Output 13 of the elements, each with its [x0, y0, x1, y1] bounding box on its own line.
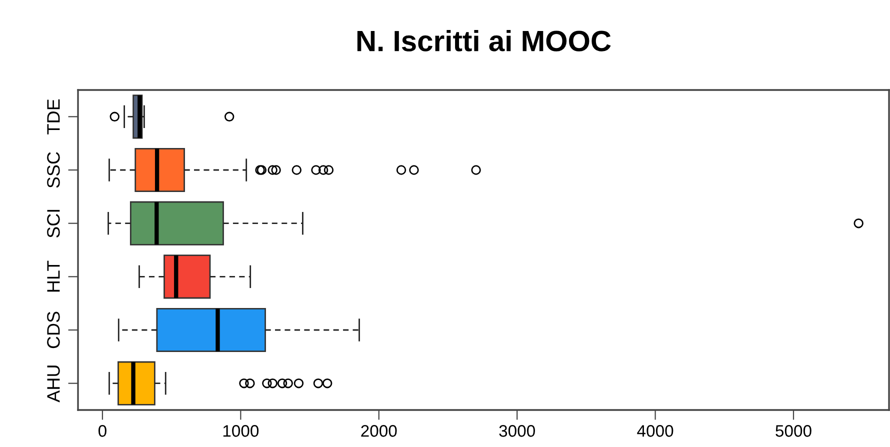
- x-tick-label: 3000: [499, 425, 535, 437]
- y-tick-label: SSC: [47, 152, 60, 188]
- y-tick-label: TDE: [47, 99, 60, 134]
- x-tick-label: 5000: [776, 425, 812, 437]
- x-tick-label: 2000: [361, 425, 397, 437]
- x-tick-label: 0: [98, 425, 106, 437]
- y-tick-label: AHU: [47, 366, 60, 402]
- x-tick-label: 1000: [223, 425, 259, 437]
- x-tick-label: 4000: [637, 425, 674, 437]
- chart-title: N. Iscritti ai MOOC: [357, 30, 611, 52]
- y-tick-label: CDS: [47, 312, 60, 348]
- y-tick-label: SCI: [47, 210, 60, 238]
- y-tick-label: HLT: [47, 260, 60, 292]
